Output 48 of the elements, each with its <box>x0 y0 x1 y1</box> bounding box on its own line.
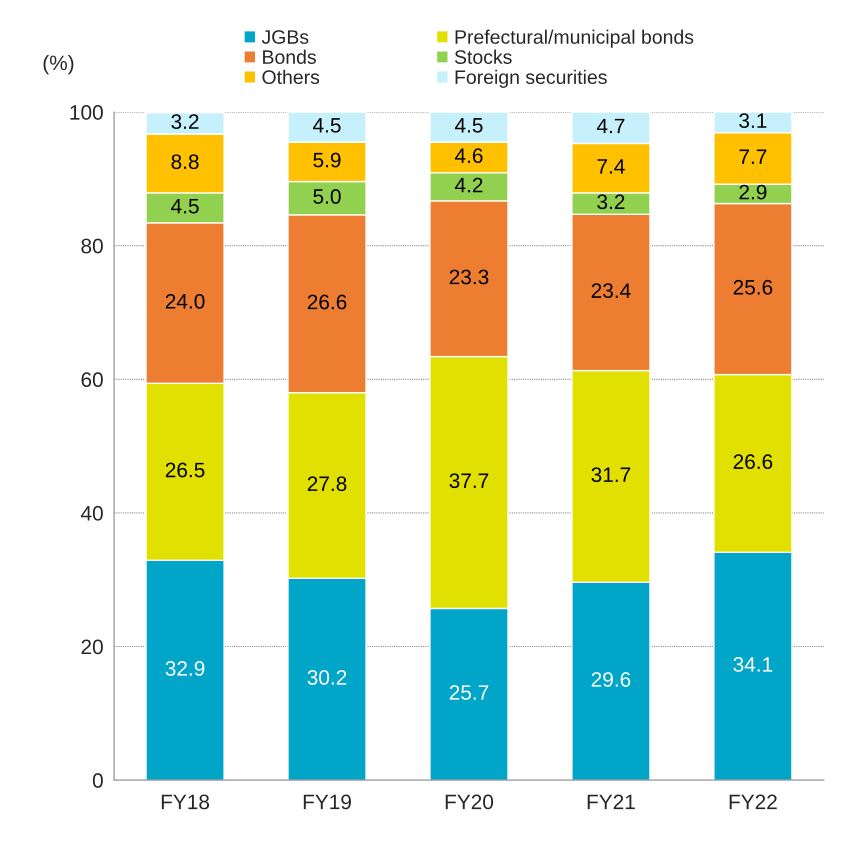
y-tick-label: 80 <box>81 238 103 254</box>
x-tick-label: FY19 <box>304 794 351 810</box>
data-label: 3.1 <box>739 113 766 128</box>
data-label: 23.3 <box>450 270 488 284</box>
data-label: 29.6 <box>592 672 630 687</box>
data-label: 7.7 <box>739 150 766 164</box>
data-label: 8.8 <box>171 154 199 170</box>
data-label: 4.5 <box>454 118 483 133</box>
legend-label: Bonds <box>263 50 316 64</box>
data-label: 26.6 <box>308 294 346 310</box>
y-tick-label: 20 <box>82 640 103 654</box>
legend-label: Stocks <box>454 50 512 64</box>
y-tick-label: 60 <box>82 372 103 388</box>
data-label: 7.4 <box>598 159 625 174</box>
y-tick-label: 40 <box>80 506 103 521</box>
y-tick-label: 100 <box>70 105 103 120</box>
data-label: 3.2 <box>171 114 198 130</box>
data-label: 26.6 <box>734 454 772 470</box>
data-label: 32.9 <box>166 661 204 676</box>
data-label: 2.9 <box>739 184 766 200</box>
data-label: 26.5 <box>166 462 204 478</box>
x-tick-label: FY18 <box>162 794 210 810</box>
data-label: 31.7 <box>591 467 630 482</box>
x-tick-label: FY21 <box>588 794 635 810</box>
data-label: 34.1 <box>733 657 772 672</box>
legend-label: Prefectural/municipal bonds <box>456 30 694 48</box>
data-label: 4.7 <box>596 118 624 134</box>
data-label: 25.7 <box>450 685 488 700</box>
data-label: 5.9 <box>313 152 341 168</box>
data-label: 5.0 <box>313 189 341 204</box>
data-label: 27.8 <box>308 476 346 492</box>
y-tick-label: 0 <box>92 773 103 788</box>
data-label: 24.0 <box>166 294 205 309</box>
data-label: 4.5 <box>171 198 199 214</box>
x-tick-label: FY22 <box>730 794 777 810</box>
data-label: 37.7 <box>449 473 488 488</box>
legend-label: JGBs <box>262 30 308 44</box>
data-label: 4.6 <box>454 148 483 164</box>
data-label: 25.6 <box>734 280 772 295</box>
data-label: 4.2 <box>454 178 482 192</box>
legend-label: Others <box>262 70 320 84</box>
data-label: 4.5 <box>313 118 341 133</box>
data-label: 23.4 <box>592 283 631 298</box>
legend-label: Foreign securities <box>456 70 607 88</box>
y-axis-title: (%) <box>44 54 74 74</box>
data-label: 3.2 <box>597 194 624 210</box>
x-tick-label: FY20 <box>446 794 494 810</box>
data-label: 30.2 <box>308 670 346 685</box>
